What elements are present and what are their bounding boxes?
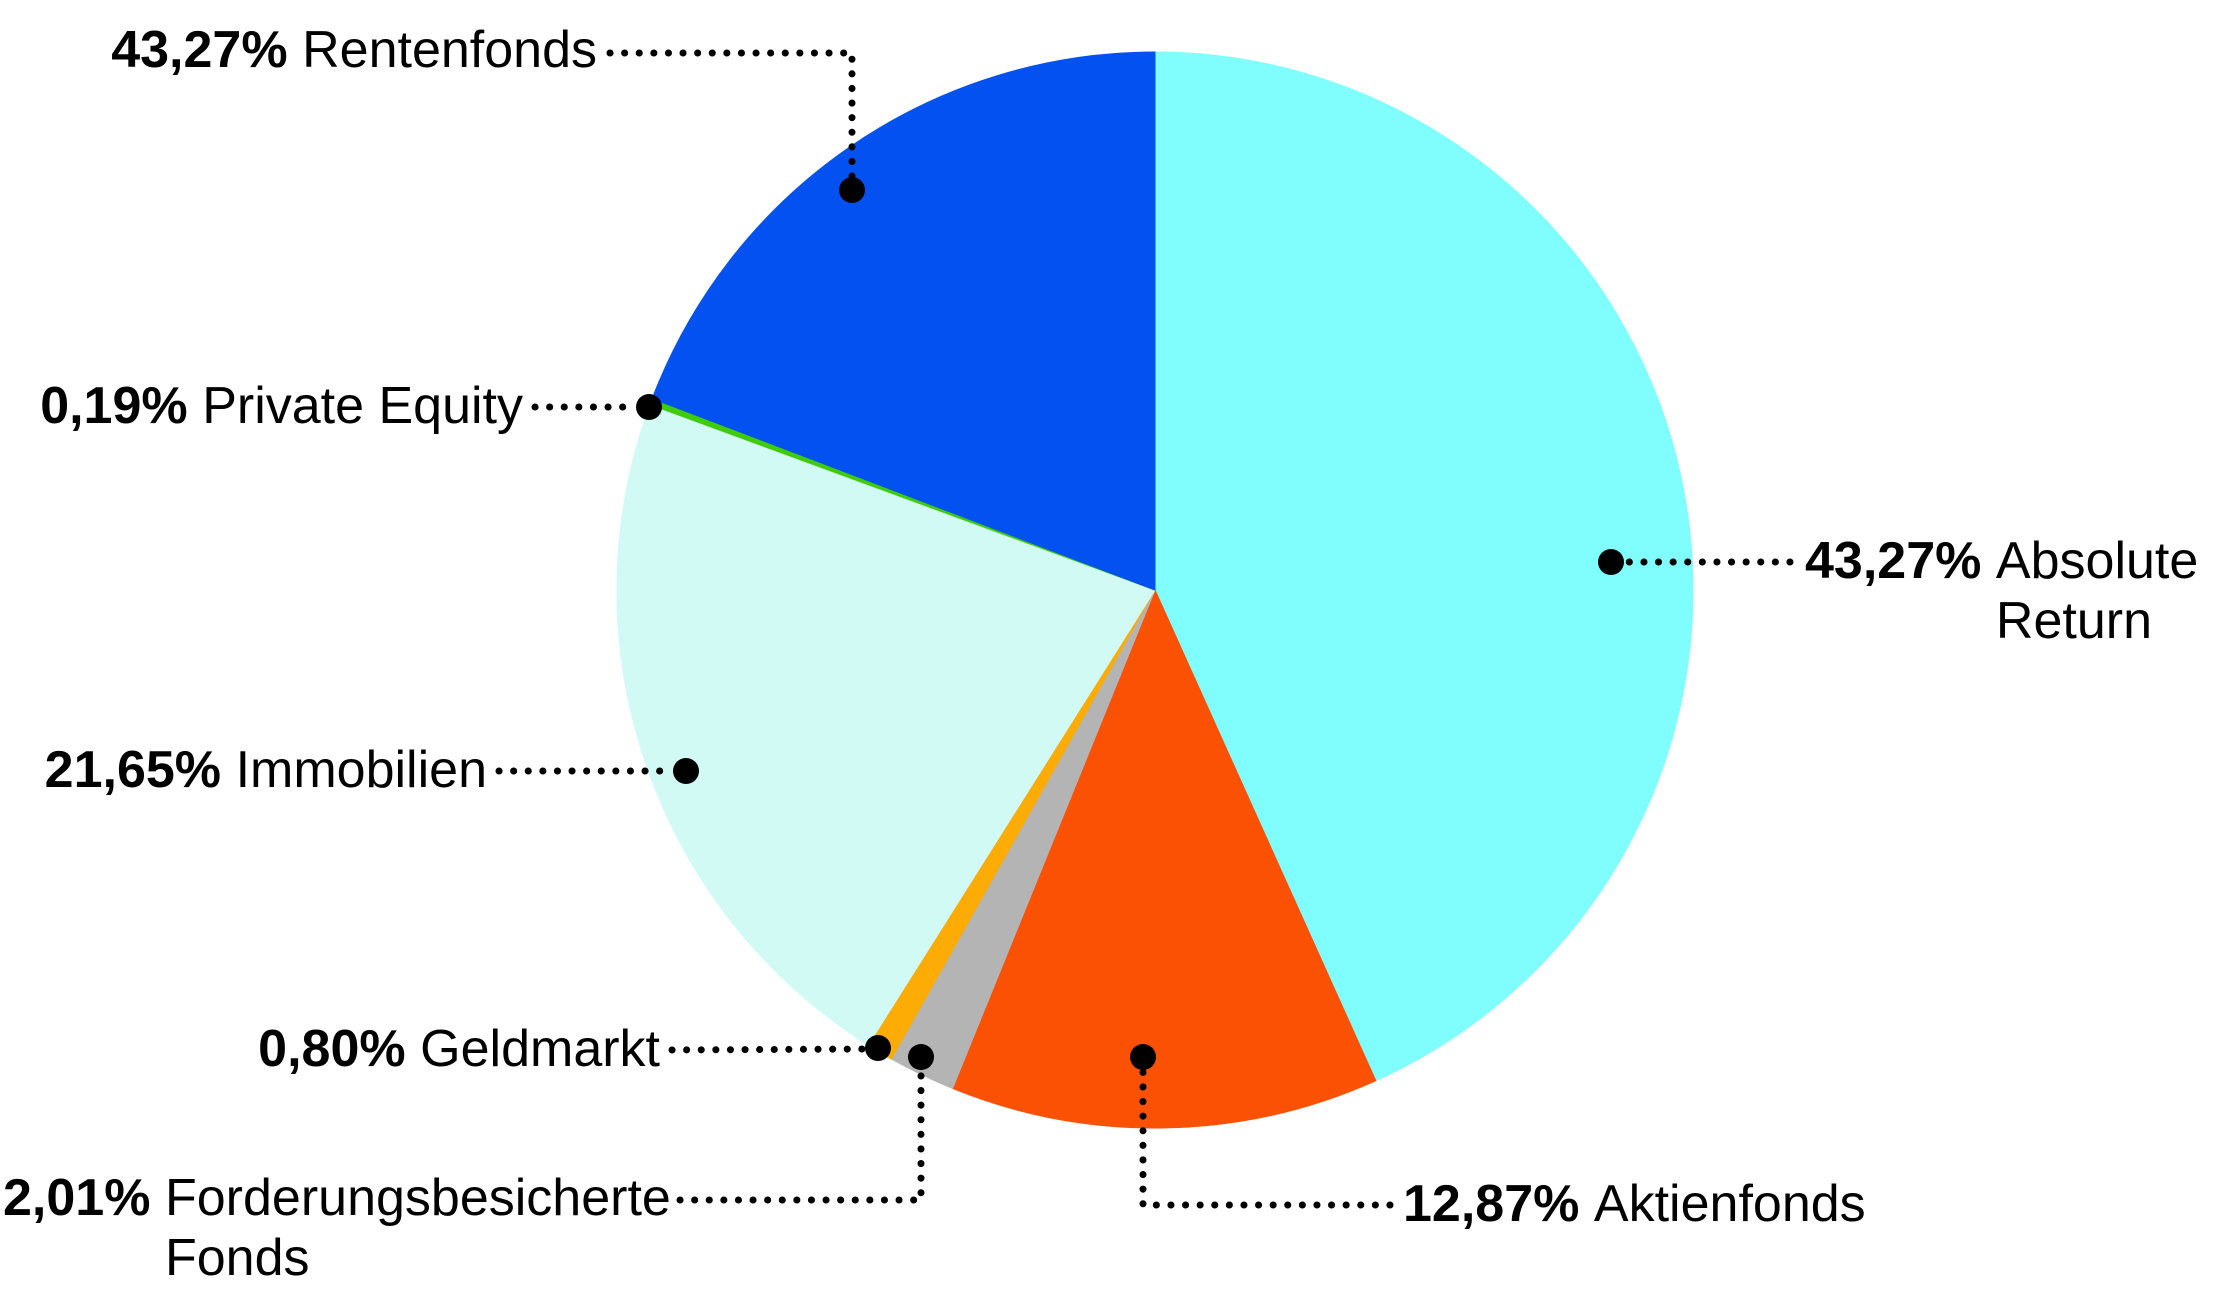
leader-line-rentenfonds — [606, 49, 856, 186]
slice-name: Absolute Return — [1995, 532, 2199, 650]
slice-pct: 12,87% — [1403, 1175, 1580, 1233]
slice-name: Geldmarkt — [420, 1020, 660, 1078]
slice-name: Aktienfonds — [1593, 1175, 1866, 1233]
slice-pct: 21,65% — [44, 741, 222, 799]
leader-line-geldmarkt — [668, 1045, 866, 1054]
slice-label-forderungsbesicherte-fonds: 2,01% Forderungsbesicherte Fonds — [3, 1168, 671, 1288]
slice-name: Private Equity — [202, 377, 523, 435]
leader-dot-absolute-return — [1598, 549, 1624, 575]
slice-label-aktienfonds: 12,87% Aktienfonds — [1403, 1174, 1866, 1234]
slice-label-private-equity: 0,19% Private Equity — [40, 376, 523, 436]
slice-label-geldmarkt: 0,80% Geldmarkt — [258, 1019, 660, 1079]
slice-pct: 0,19% — [40, 377, 188, 435]
leader-dot-aktienfonds — [1130, 1044, 1156, 1070]
slice-pct: 0,80% — [258, 1020, 406, 1078]
leader-dot-geldmarkt — [865, 1035, 891, 1061]
slice-pct: 43,27% — [1805, 532, 1982, 590]
slice-pct: 43,27% — [111, 21, 288, 79]
pie-slice-aktienfonds — [951, 588, 1377, 1129]
slice-name: Rentenfonds — [302, 21, 597, 79]
slice-pct: 2,01% — [3, 1169, 151, 1227]
leader-dot-rentenfonds — [839, 177, 865, 203]
pie-slice-absolute-return — [1154, 51, 1694, 1082]
leader-dot-private-equity — [636, 394, 662, 420]
slice-label-immobilien: 21,65% Immobilien — [45, 740, 487, 800]
slice-name: Immobilien — [235, 741, 487, 799]
leader-line-forderungsbesicherte-fonds — [676, 1068, 925, 1204]
slice-label-absolute-return: 43,27% Absolute Return — [1805, 531, 2213, 651]
leader-dot-forderungsbesicherte-fonds — [908, 1044, 934, 1070]
pie-slice-immobilien — [616, 403, 1156, 1046]
leader-line-aktienfonds — [1139, 1068, 1394, 1209]
slice-name: Forderungsbesicherte Fonds — [165, 1169, 671, 1287]
leader-dot-immobilien — [673, 758, 699, 784]
slice-label-rentenfonds: 43,27% Rentenfonds — [111, 20, 597, 80]
